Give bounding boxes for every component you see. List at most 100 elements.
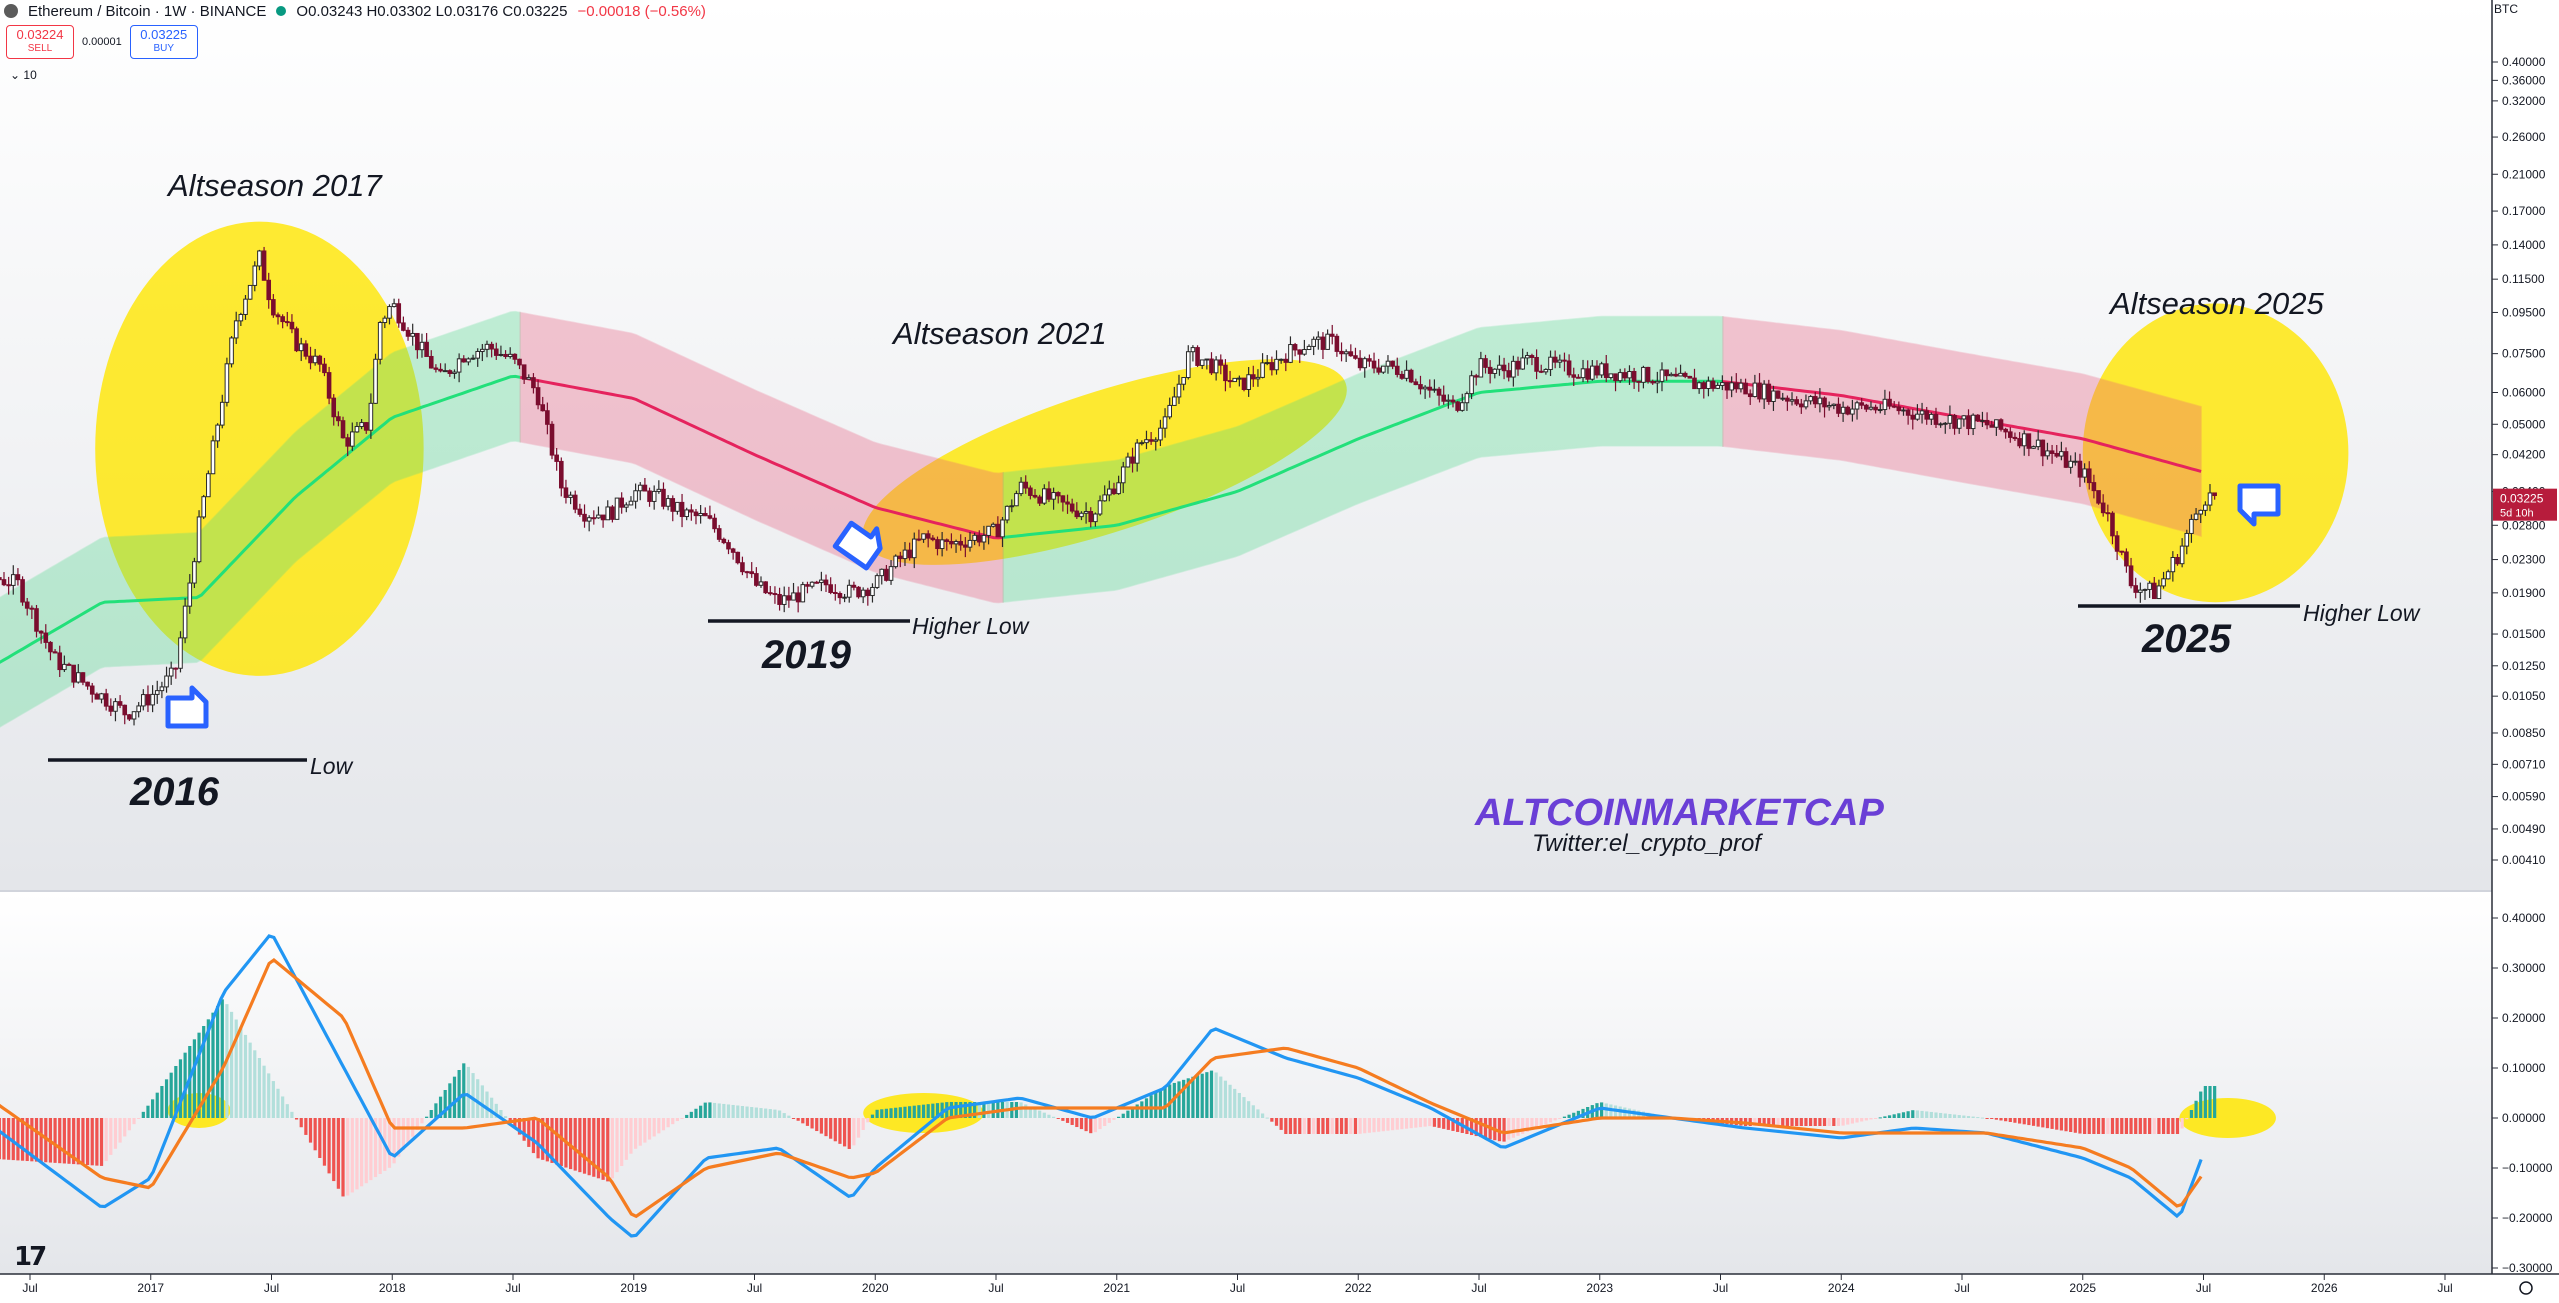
macd-histogram-bar [1256, 1109, 1260, 1118]
candle-body [967, 539, 973, 548]
candle-body [29, 607, 35, 610]
candle-body [2165, 571, 2171, 580]
macd-histogram-bar [271, 1081, 275, 1118]
ohlc-values: O0.03243 H0.03302 L0.03176 C0.03225 [296, 2, 568, 20]
candle-body [888, 566, 894, 581]
macd-histogram-bar [1841, 1118, 1845, 1126]
candle-body [187, 582, 193, 607]
macd-histogram-bar [1952, 1114, 1957, 1118]
candle-body [99, 693, 104, 700]
candle-body [1455, 401, 1460, 411]
sell-button[interactable]: 0.03224 SELL [6, 25, 74, 59]
candle-body [1297, 349, 1303, 355]
label-altseason-2017: Altseason 2017 [166, 168, 383, 203]
candle-body [1631, 371, 1637, 382]
macd-histogram-bar [1971, 1116, 1975, 1118]
macd-histogram-bar [866, 1118, 870, 1123]
macd-histogram-bar [336, 1118, 340, 1189]
candle-body [266, 279, 272, 301]
candle-body [1473, 375, 1479, 378]
macd-histogram-bar [2041, 1118, 2045, 1128]
macd-histogram-bar [1284, 1118, 1288, 1134]
macd-histogram-bar [717, 1103, 721, 1118]
candle-body [438, 368, 443, 372]
candle-body [2049, 450, 2055, 454]
macd-histogram-bar [1897, 1113, 1901, 1118]
macd-histogram-bar [703, 1102, 707, 1118]
candle-body [823, 579, 829, 586]
candle-body [1808, 396, 1813, 402]
macd-histogram-bar [1381, 1118, 1385, 1132]
candle-body [1668, 373, 1674, 377]
macd-histogram-bar [1966, 1116, 1971, 1118]
candle-body [833, 591, 838, 595]
candle-body [122, 704, 128, 716]
macd-histogram-bar [406, 1118, 410, 1144]
candle-body [1218, 359, 1224, 366]
candle-body [182, 605, 188, 639]
macd-histogram-bar [1344, 1118, 1348, 1134]
macd-histogram-bar [62, 1118, 66, 1164]
candle-body [893, 555, 898, 568]
macd-histogram-bar [573, 1118, 577, 1171]
candle-body [498, 353, 504, 356]
macd-histogram-bar [151, 1099, 155, 1118]
candle-body [828, 584, 833, 593]
candle-body [1283, 358, 1289, 363]
candle-body [391, 303, 397, 308]
candle-body [1840, 406, 1846, 414]
macd-histogram-bar [1544, 1118, 1548, 1125]
macd-histogram-bar [1126, 1110, 1130, 1118]
buy-button[interactable]: 0.03225 BUY [129, 25, 198, 59]
macd-histogram-bar [2161, 1118, 2166, 1134]
candle-body [1250, 374, 1256, 380]
macd-histogram-bar [378, 1118, 382, 1174]
currency-badge[interactable]: BTC [2494, 2, 2518, 16]
candle-body [563, 487, 569, 498]
macd-histogram-bar [638, 1118, 642, 1146]
candle-body [368, 402, 374, 431]
candle-body [837, 593, 843, 599]
buy-label: BUY [153, 43, 175, 54]
macd-histogram-bar [1432, 1118, 1437, 1127]
pointing-hand-icon [832, 520, 883, 571]
gear-icon[interactable] [2519, 1281, 2533, 1295]
candle-body [387, 306, 392, 319]
candle-body [76, 672, 81, 683]
macd-histogram-bar [1832, 1118, 1836, 1126]
macd-histogram-bar [671, 1118, 675, 1125]
indicators-toggle[interactable]: ⌄ 10 [10, 68, 37, 82]
macd-histogram-bar [555, 1118, 559, 1165]
macd-histogram-bar [39, 1118, 43, 1162]
candle-body [1450, 399, 1456, 403]
macd-histogram-bar [2194, 1100, 2198, 1118]
candle-body [2133, 585, 2138, 593]
candle-body [1065, 501, 1070, 505]
macd-histogram-bar [373, 1118, 378, 1178]
candle-body [1199, 359, 1205, 366]
candle-body [1399, 373, 1405, 379]
candle-body [433, 367, 439, 370]
macd-histogram-bar [1939, 1112, 1943, 1118]
candle-body [2147, 582, 2152, 590]
macd-histogram-bar [1451, 1118, 1455, 1131]
candle-body [363, 422, 369, 431]
candle-body [749, 571, 755, 575]
macd-histogram-bar [2110, 1118, 2115, 1134]
candle-body [192, 561, 197, 584]
symbol-title[interactable]: Ethereum / Bitcoin · 1W · BINANCE [28, 2, 267, 20]
macd-histogram-bar [973, 1102, 977, 1118]
candle-body [150, 693, 155, 706]
candle-body [1269, 362, 1275, 371]
label-2019: 2019 [761, 633, 852, 677]
candle-body [2156, 585, 2162, 600]
candle-body [1989, 424, 1995, 428]
candle-body [1506, 370, 1512, 378]
candle-body [874, 575, 880, 588]
time-tick-label: 2017 [137, 1281, 164, 1295]
macd-histogram-bar [694, 1108, 698, 1118]
candle-body [43, 632, 49, 643]
candle-body [1255, 376, 1261, 380]
